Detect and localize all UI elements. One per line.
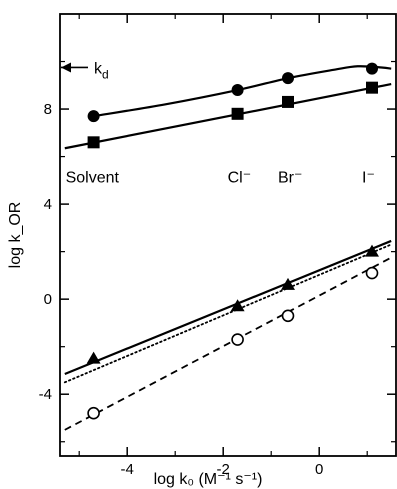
kd-label-main: k	[94, 60, 103, 77]
open-circle-marker	[87, 406, 100, 420]
x-axis-label: log k₀ (M⁻¹ s⁻¹)	[154, 471, 263, 488]
series-1-fit-line	[64, 83, 392, 150]
y-tick-label: 8	[44, 101, 52, 118]
kd-annotation: kd	[61, 60, 109, 81]
open-circle-marker	[231, 333, 244, 346]
category-label-br: Br⁻	[278, 170, 302, 187]
series-lines	[63, 65, 393, 431]
series-4-fit-line	[64, 256, 392, 431]
y-axis-label: log k_OR	[7, 202, 24, 269]
open-circle-marker	[281, 309, 295, 323]
triangle-marker	[230, 299, 245, 312]
circle-marker	[282, 72, 294, 85]
circle-marker	[87, 110, 100, 123]
kd-arrowhead-icon	[61, 62, 71, 73]
triangle-marker	[86, 351, 101, 364]
series-0-fit-line	[93, 65, 392, 118]
y-tick-label: 4	[44, 196, 52, 213]
square-marker	[366, 81, 378, 94]
triangle-marker	[281, 277, 295, 290]
y-tick-label: -4	[39, 386, 52, 403]
category-labels: Solvent Cl⁻ Br⁻ I⁻	[66, 170, 375, 187]
square-marker	[282, 95, 294, 108]
category-label-cl: Cl⁻	[228, 170, 252, 187]
square-marker	[87, 136, 100, 149]
kd-label-subscript: d	[102, 67, 109, 81]
kd-label: kd	[94, 60, 109, 81]
circle-marker	[231, 84, 244, 97]
x-tick-label: -4	[121, 461, 134, 478]
circle-marker	[366, 62, 378, 75]
open-circle-marker	[365, 266, 379, 280]
tick-labels: -4 -2 0 8 4 0 -4	[39, 101, 324, 478]
x-tick-label: 0	[315, 461, 323, 478]
series-3-fit-line	[63, 243, 393, 384]
axis-ticks	[60, 14, 396, 456]
triangle-marker	[365, 244, 379, 257]
x-tick-label: -2	[217, 461, 230, 478]
plot-frame	[59, 13, 397, 457]
category-label-solvent: Solvent	[66, 170, 120, 187]
series-2-fit-line	[64, 239, 392, 376]
y-tick-label: 0	[44, 291, 52, 308]
series-markers	[86, 62, 379, 420]
category-label-i: I⁻	[362, 170, 375, 187]
square-marker	[231, 107, 244, 120]
